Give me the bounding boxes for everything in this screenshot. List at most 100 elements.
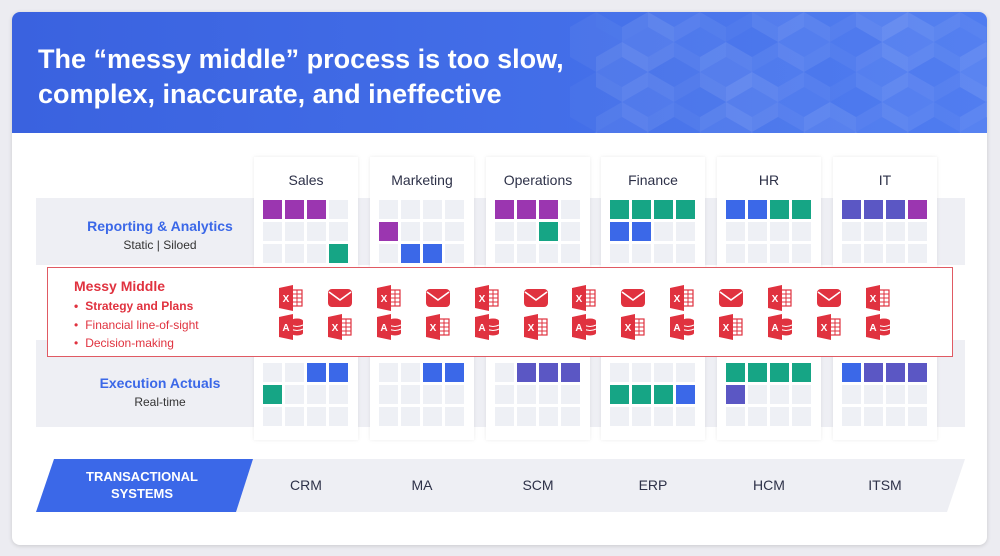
hexagon [622, 12, 674, 72]
grid-cell-empty [445, 222, 464, 241]
hexagon [726, 72, 778, 132]
transactional-line1: TRANSACTIONAL [86, 469, 198, 484]
svg-text:X: X [527, 323, 534, 334]
grid-cell-empty [517, 222, 536, 241]
grid-cell-empty [864, 222, 883, 241]
grid-cell-empty [307, 244, 326, 263]
grid-cell-empty [329, 407, 348, 426]
hexagon [908, 42, 960, 102]
excel-icon: X [277, 285, 305, 311]
grid-cell-blue [676, 385, 695, 404]
grid-cell-empty [748, 407, 767, 426]
grid-cell-empty [654, 222, 673, 241]
grid-cell-empty [495, 222, 514, 241]
grid-cell-empty [770, 407, 789, 426]
grid-cell-empty [632, 407, 651, 426]
grid-cell-empty [445, 385, 464, 404]
messy-item: Financial line-of-sight [74, 316, 198, 335]
grid-cell-empty [792, 385, 811, 404]
grid-cell-empty [676, 244, 695, 263]
hexagon [856, 12, 908, 42]
grid-cell-indigo [842, 200, 861, 219]
grid-cell-indigo [539, 363, 558, 382]
grid-cell-empty [748, 222, 767, 241]
grid-cell-empty [379, 244, 398, 263]
grid-cell-empty [842, 407, 861, 426]
grid-cell-empty [908, 385, 927, 404]
bar-shapes [36, 459, 965, 512]
grid-cell-empty [561, 200, 580, 219]
hexagon [596, 102, 648, 133]
grid-cell-blue [610, 222, 629, 241]
grid-cell-empty [285, 244, 304, 263]
hexagon [856, 102, 908, 133]
hexagon [830, 12, 882, 72]
grid-cell-empty [495, 385, 514, 404]
reporting-subtitle: Static | Siloed [123, 238, 197, 252]
svg-text:X: X [821, 323, 828, 334]
access-icon: A [668, 314, 696, 340]
excel-icon: X [815, 314, 843, 340]
systems-strip [220, 459, 965, 512]
grid-cell-empty [423, 407, 442, 426]
grid-cell-empty [401, 407, 420, 426]
hexagon [856, 42, 908, 102]
grid-cell-blue [726, 200, 745, 219]
access-icon: A [864, 314, 892, 340]
grid-cell-purple [517, 200, 536, 219]
svg-text:A: A [674, 323, 681, 334]
excel-icon: X [424, 314, 452, 340]
grid-cell-empty [539, 407, 558, 426]
grid-cell-green [792, 363, 811, 382]
grid-cell-empty [401, 222, 420, 241]
grid-cell-purple [285, 200, 304, 219]
grid-cell-green [632, 385, 651, 404]
grid-cell-green [654, 200, 673, 219]
grid-cell-green [792, 200, 811, 219]
execution-title: Execution Actuals [99, 375, 221, 391]
messy-middle-title: Messy Middle [74, 278, 166, 294]
grid-cell-purple [263, 200, 282, 219]
top-grid [842, 200, 927, 263]
grid-cell-empty [842, 222, 861, 241]
transactional-label: TRANSACTIONAL SYSTEMS [67, 468, 217, 502]
grid-cell-empty [379, 363, 398, 382]
system-label: ITSM [868, 477, 902, 493]
grid-cell-empty [726, 244, 745, 263]
grid-cell-empty [842, 385, 861, 404]
grid-cell-empty [842, 244, 861, 263]
messy-item: Decision-making [74, 334, 199, 353]
svg-text:A: A [576, 323, 583, 334]
grid-cell-blue [632, 222, 651, 241]
hexagon [960, 102, 987, 133]
grid-cell-blue [748, 200, 767, 219]
svg-text:X: X [429, 323, 436, 334]
grid-cell-empty [748, 244, 767, 263]
grid-cell-green [610, 200, 629, 219]
grid-cell-empty [263, 244, 282, 263]
grid-cell-empty [307, 385, 326, 404]
grid-cell-empty [561, 385, 580, 404]
grid-cell-green [632, 200, 651, 219]
hexagon [960, 42, 987, 102]
svg-text:X: X [723, 323, 730, 334]
grid-cell-empty [908, 407, 927, 426]
grid-cell-empty [423, 385, 442, 404]
messy-middle-list: Strategy and Plans Financial line-of-sig… [74, 297, 199, 353]
access-icon: A [766, 314, 794, 340]
excel-icon: X [864, 285, 892, 311]
grid-cell-empty [770, 385, 789, 404]
grid-cell-empty [285, 407, 304, 426]
excel-icon: X [619, 314, 647, 340]
grid-cell-empty [792, 407, 811, 426]
bottom-grid [842, 363, 927, 426]
grid-cell-empty [676, 222, 695, 241]
mail-icon [619, 285, 647, 311]
slide-title: The “messy middle” process is too slow, … [38, 44, 564, 109]
bottom-grid [263, 363, 348, 426]
grid-cell-empty [561, 244, 580, 263]
grid-cell-empty [886, 222, 905, 241]
system-label: SCM [522, 477, 554, 493]
system-label: MA [411, 477, 433, 493]
hexagon-pattern [570, 12, 987, 133]
